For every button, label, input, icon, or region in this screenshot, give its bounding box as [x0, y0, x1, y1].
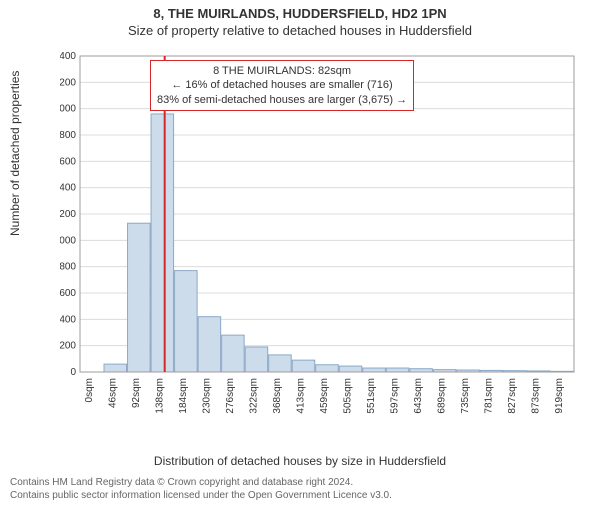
svg-text:92sqm: 92sqm	[131, 378, 142, 408]
svg-text:735sqm: 735sqm	[460, 378, 471, 414]
svg-text:873sqm: 873sqm	[531, 378, 542, 414]
svg-text:1600: 1600	[60, 156, 76, 167]
footer-line-2: Contains public sector information licen…	[10, 490, 392, 503]
svg-text:689sqm: 689sqm	[437, 378, 448, 414]
annotation-line: 83% of semi-detached houses are larger (…	[157, 93, 407, 107]
svg-text:1800: 1800	[60, 130, 76, 141]
svg-text:505sqm: 505sqm	[343, 378, 354, 414]
svg-text:1200: 1200	[60, 209, 76, 220]
svg-text:200: 200	[60, 341, 76, 352]
svg-text:643sqm: 643sqm	[413, 378, 424, 414]
svg-text:1400: 1400	[60, 183, 76, 194]
svg-text:400: 400	[60, 314, 76, 325]
svg-text:230sqm: 230sqm	[201, 378, 212, 414]
y-axis-label: Number of detached properties	[8, 71, 22, 236]
svg-text:138sqm: 138sqm	[154, 378, 165, 414]
annotation-box: 8 THE MUIRLANDS: 82sqm← 16% of detached …	[150, 60, 414, 111]
svg-text:800: 800	[60, 262, 76, 273]
svg-text:600: 600	[60, 288, 76, 299]
svg-text:368sqm: 368sqm	[272, 378, 283, 414]
svg-text:0: 0	[70, 367, 76, 378]
svg-text:184sqm: 184sqm	[178, 378, 189, 414]
svg-text:276sqm: 276sqm	[225, 378, 236, 414]
annotation-line: 8 THE MUIRLANDS: 82sqm	[157, 64, 407, 78]
svg-text:0sqm: 0sqm	[84, 378, 95, 402]
svg-text:413sqm: 413sqm	[295, 378, 306, 414]
svg-text:2400: 2400	[60, 51, 76, 62]
svg-text:551sqm: 551sqm	[366, 378, 377, 414]
attribution-footer: Contains HM Land Registry data © Crown c…	[10, 477, 392, 502]
svg-text:2200: 2200	[60, 77, 76, 88]
svg-text:597sqm: 597sqm	[390, 378, 401, 414]
chart-title-address: 8, THE MUIRLANDS, HUDDERSFIELD, HD2 1PN	[0, 6, 600, 21]
svg-text:919sqm: 919sqm	[554, 378, 565, 414]
svg-text:2000: 2000	[60, 104, 76, 115]
svg-text:827sqm: 827sqm	[507, 378, 518, 414]
svg-text:322sqm: 322sqm	[248, 378, 259, 414]
annotation-line: ← 16% of detached houses are smaller (71…	[157, 78, 407, 92]
chart-plot-area: 0 200 400 600 800 1000 1200 1400 1600 1800 2000 220…	[60, 50, 580, 420]
svg-text:459sqm: 459sqm	[319, 378, 330, 414]
footer-line-1: Contains HM Land Registry data © Crown c…	[10, 477, 392, 490]
svg-text:781sqm: 781sqm	[484, 378, 495, 414]
svg-text:46sqm: 46sqm	[107, 378, 118, 408]
chart-title-subtitle: Size of property relative to detached ho…	[0, 23, 600, 38]
x-axis-label: Distribution of detached houses by size …	[0, 454, 600, 468]
svg-text:1000: 1000	[60, 235, 76, 246]
